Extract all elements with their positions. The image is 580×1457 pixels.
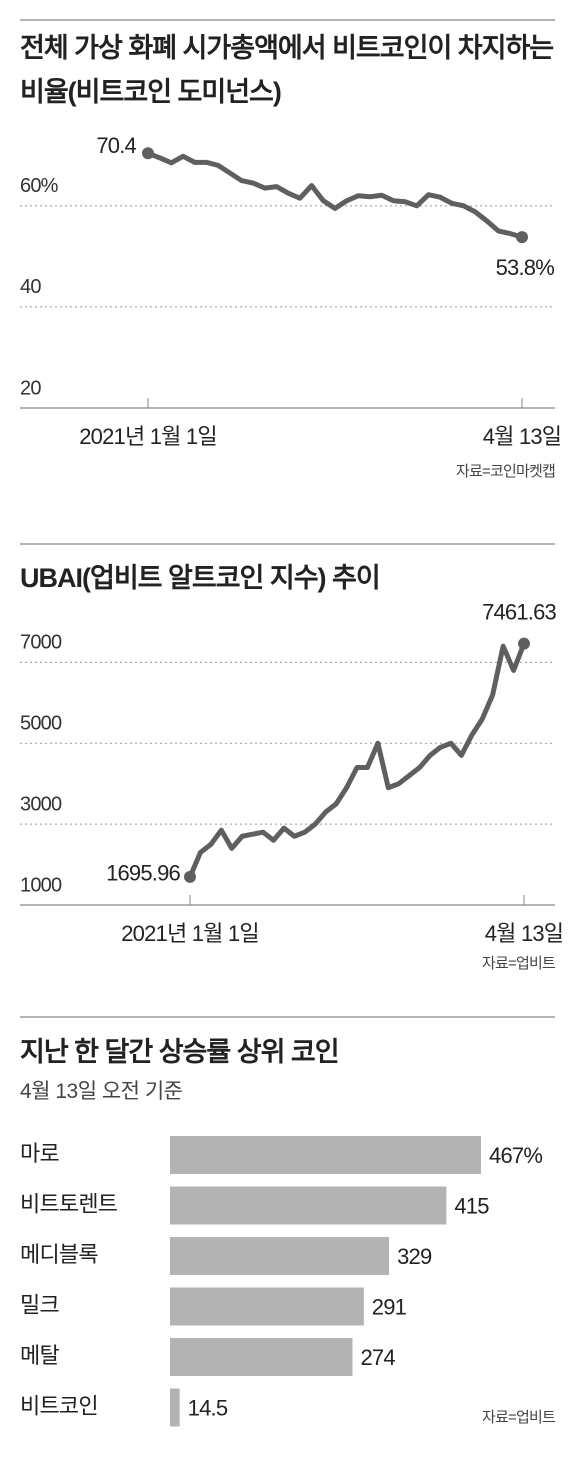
y-tick-label: 40 <box>20 276 41 298</box>
bar <box>170 1237 390 1275</box>
bar <box>170 1388 180 1427</box>
source-note: 자료=업비트 <box>482 955 556 972</box>
value-label: 274 <box>360 1345 395 1370</box>
value-label: 70.4 <box>96 133 136 158</box>
value-label: 291 <box>372 1294 407 1319</box>
category-label: 비트토렌트 <box>20 1191 118 1216</box>
category-label: 메디블록 <box>20 1242 98 1267</box>
end-dot <box>142 147 154 160</box>
bar <box>170 1136 482 1174</box>
source-note: 자료=업비트 <box>482 1409 556 1426</box>
value-label: 415 <box>454 1193 489 1218</box>
y-tick-label: 20 <box>20 377 41 399</box>
category-label: 메탈 <box>20 1343 59 1368</box>
value-label: 329 <box>397 1244 432 1269</box>
value-label: 7461.63 <box>482 599 556 624</box>
value-label: 14.5 <box>188 1395 228 1420</box>
x-tick-label: 4월 13일 <box>483 424 562 449</box>
x-tick-label: 2021년 1월 1일 <box>121 921 259 946</box>
category-label: 비트코인 <box>20 1393 98 1418</box>
chart-title: UBAI(업비트 알트코인 지수) 추이 <box>20 563 381 593</box>
y-tick-label: 7000 <box>20 632 62 654</box>
line <box>145 150 525 240</box>
category-label: 밀크 <box>20 1292 59 1317</box>
end-dot <box>518 637 530 650</box>
y-tick-label: 5000 <box>20 713 62 735</box>
bar <box>170 1287 364 1326</box>
source-note: 자료=코인마켓캡 <box>456 463 555 480</box>
value-label: 467% <box>489 1143 542 1168</box>
bar <box>170 1186 447 1225</box>
value-label: 1695.96 <box>106 861 180 886</box>
chart-title: 전체 가상 화폐 시가총액에서 비트코인이 차지하는 비율(비트코인 도미넌스) <box>20 33 554 107</box>
x-tick-label: 2021년 1월 1일 <box>79 424 217 449</box>
chart-title: 지난 한 달간 상승률 상위 코인 <box>20 1037 340 1067</box>
y-tick-label: 3000 <box>20 793 62 815</box>
chart-subtitle: 4월 13일 오전 기준 <box>20 1080 183 1103</box>
line <box>187 641 527 880</box>
y-tick-label: 60% <box>20 175 59 197</box>
y-tick-label: 1000 <box>20 874 62 896</box>
end-dot <box>516 231 528 244</box>
x-tick-label: 4월 13일 <box>485 921 564 946</box>
bar <box>170 1338 353 1376</box>
category-label: 마로 <box>20 1141 59 1166</box>
value-label: 53.8% <box>496 255 555 280</box>
end-dot <box>184 870 196 883</box>
